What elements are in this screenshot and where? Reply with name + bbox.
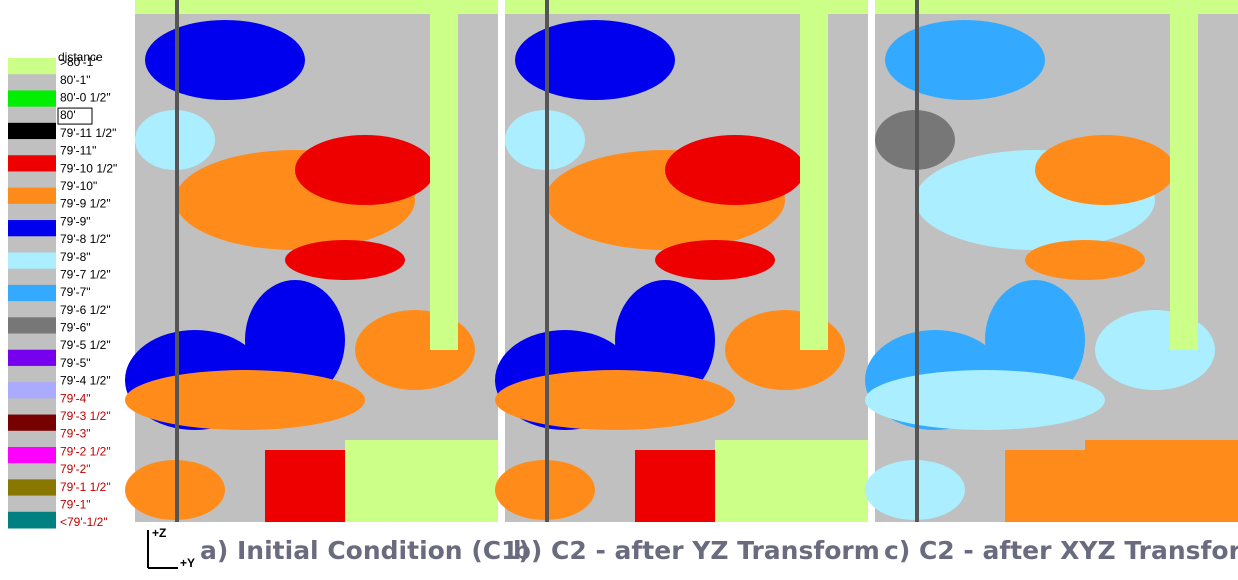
- legend-label: 79'-7": [60, 285, 91, 299]
- legend-label: 79'-5": [60, 356, 91, 370]
- scan-region: [125, 370, 365, 430]
- scan-region: [1035, 135, 1175, 205]
- scan-region: [665, 135, 805, 205]
- scan-region: [295, 135, 435, 205]
- legend-label: 79'-6": [60, 321, 91, 335]
- legend-label: 79'-8": [60, 250, 91, 264]
- legend-label: 79'-2 1/2": [60, 444, 111, 458]
- legend-swatch: [8, 269, 56, 286]
- legend-swatch: [8, 220, 56, 237]
- legend-label: 80'-0 1/2": [60, 91, 111, 105]
- scan-region: [655, 240, 775, 280]
- scan-panel: [125, 0, 498, 522]
- scan-region: [915, 0, 919, 522]
- legend-swatch: [8, 139, 56, 156]
- scan-region: [345, 440, 498, 522]
- caption: c) C2 - after XYZ Transform: [884, 536, 1238, 565]
- legend-swatch: [8, 350, 56, 367]
- legend-label: 79'-10 1/2": [60, 161, 117, 175]
- legend-label: 79'-11": [60, 144, 96, 158]
- legend-swatch: [8, 317, 56, 334]
- legend-swatch: [8, 285, 56, 302]
- legend-swatch: [8, 398, 56, 415]
- legend-swatch: [8, 301, 56, 318]
- legend-swatch: [8, 74, 56, 91]
- scan-panel: [865, 0, 1238, 522]
- legend-label: 79'-1 1/2": [60, 480, 111, 494]
- legend-label: 79'-1": [60, 497, 91, 511]
- legend-label: <79'-1/2": [60, 515, 108, 529]
- scan-region: [145, 20, 305, 100]
- legend-swatch: [8, 90, 56, 107]
- scan-region: [545, 0, 549, 522]
- legend-swatch: [8, 496, 56, 513]
- scan-region: [135, 0, 498, 14]
- scan-region: [505, 0, 868, 14]
- legend-swatch: [8, 58, 56, 75]
- legend-label: 79'-8 1/2": [60, 232, 111, 246]
- legend-swatch: [8, 236, 56, 253]
- legend-label: 79'-2": [60, 462, 91, 476]
- legend-label: 79'-7 1/2": [60, 267, 111, 281]
- scan-region: [285, 240, 405, 280]
- caption: a) Initial Condition (C1): [200, 536, 530, 565]
- scan-region: [885, 20, 1045, 100]
- legend-swatch: [8, 366, 56, 383]
- legend-swatch: [8, 123, 56, 140]
- legend-label: 79'-3": [60, 427, 91, 441]
- legend-swatch: [8, 107, 56, 124]
- legend-label: 80'-1": [60, 73, 91, 87]
- caption: b) C2 - after YZ Transform: [513, 536, 880, 565]
- legend-swatch: [8, 463, 56, 480]
- legend-swatch: [8, 431, 56, 448]
- legend-label: 79'-5 1/2": [60, 338, 111, 352]
- scan-region: [875, 0, 1238, 14]
- legend-label: 80': [60, 108, 76, 122]
- scan-region: [800, 0, 828, 350]
- scan-region: [265, 450, 345, 522]
- scan-region: [495, 370, 735, 430]
- scan-region: [430, 0, 458, 350]
- legend-label: 79'-10": [60, 179, 97, 193]
- legend-swatch: [8, 188, 56, 205]
- figure: distance +Z +Y a) Initial Condition (C1)…: [0, 0, 1238, 575]
- legend-swatch: [8, 479, 56, 496]
- legend-swatch: [8, 415, 56, 432]
- scan-region: [175, 0, 179, 522]
- scan-region: [865, 370, 1105, 430]
- z-label: +Z: [152, 526, 166, 540]
- legend-swatch: [8, 155, 56, 172]
- legend-label: 79'-4": [60, 391, 91, 405]
- legend-swatch: [8, 512, 56, 529]
- scan-region: [715, 440, 868, 522]
- y-label: +Y: [180, 556, 195, 570]
- legend-swatch: [8, 382, 56, 399]
- legend-label: 79'-9 1/2": [60, 197, 111, 211]
- scan-region: [1025, 240, 1145, 280]
- legend-label: 79'-9": [60, 214, 91, 228]
- legend-label: >80'-1": [60, 55, 98, 69]
- legend-swatch: [8, 447, 56, 464]
- legend-label: 79'-3 1/2": [60, 409, 111, 423]
- page: distance +Z +Y a) Initial Condition (C1)…: [0, 0, 1238, 575]
- scan-region: [1005, 450, 1085, 522]
- scan-region: [515, 20, 675, 100]
- legend-label: 79'-4 1/2": [60, 374, 111, 388]
- legend-label: 79'-6 1/2": [60, 303, 111, 317]
- legend-swatch: [8, 204, 56, 221]
- scan-region: [1085, 440, 1238, 522]
- legend-swatch: [8, 171, 56, 188]
- legend-label: 79'-11 1/2": [60, 126, 116, 140]
- scan-panel: [495, 0, 868, 522]
- scan-region: [635, 450, 715, 522]
- legend-swatch: [8, 252, 56, 269]
- legend-swatch: [8, 334, 56, 351]
- scan-region: [1170, 0, 1198, 350]
